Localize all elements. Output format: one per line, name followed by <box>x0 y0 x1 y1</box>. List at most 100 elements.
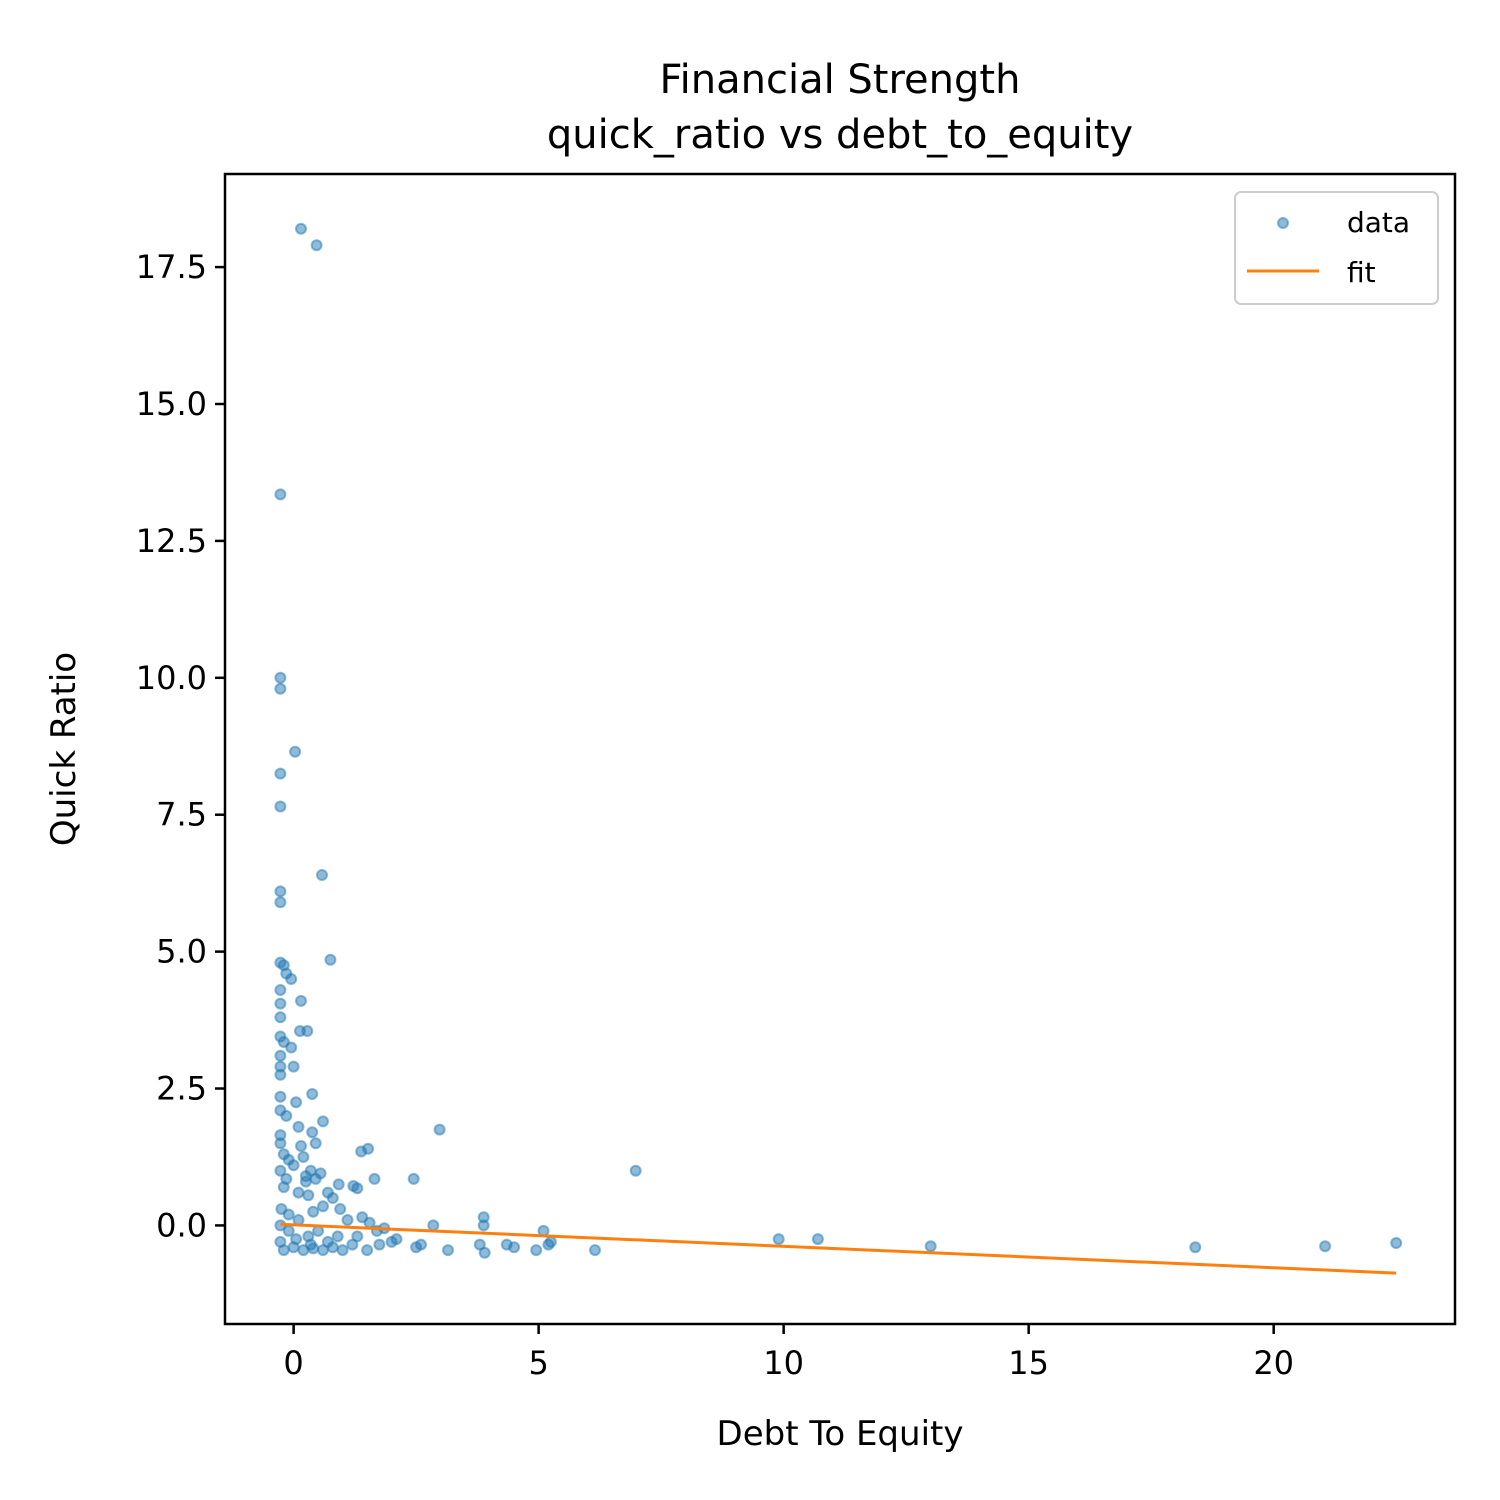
chart-subtitle: quick_ratio vs debt_to_equity <box>547 112 1133 158</box>
data-point <box>292 1186 305 1199</box>
data-point <box>274 1011 287 1024</box>
legend-data-marker <box>1277 217 1289 229</box>
data-point <box>309 1172 322 1185</box>
data-points <box>274 222 1403 1259</box>
data-point <box>326 1192 339 1204</box>
x-tick-label: 5 <box>528 1344 548 1382</box>
plot-area-frame <box>223 172 1457 1326</box>
data-point <box>478 1246 491 1259</box>
legend-fit-label: fit <box>1347 256 1376 289</box>
data-point <box>274 488 287 501</box>
data-point <box>304 1238 317 1251</box>
data-point <box>351 1182 364 1195</box>
data-point <box>285 973 298 985</box>
data-point <box>301 1025 314 1037</box>
data-point <box>1390 1237 1403 1249</box>
data-point <box>277 1148 290 1161</box>
data-point <box>306 1126 319 1139</box>
data-point <box>274 885 287 898</box>
data-point <box>274 984 287 996</box>
data-point <box>368 1172 381 1185</box>
fit-line <box>280 1222 1397 1275</box>
x-axis-label: Debt To Equity <box>717 1414 964 1454</box>
data-point <box>295 1140 307 1152</box>
data-point <box>290 1096 303 1109</box>
data-point <box>331 1230 344 1243</box>
data-point <box>317 1115 329 1128</box>
x-axis: 0 5 10 15 20 <box>283 1324 1294 1382</box>
y-tick-label: 7.5 <box>156 796 207 834</box>
data-point <box>442 1244 454 1257</box>
data-point <box>361 1244 374 1257</box>
data-point <box>274 671 287 684</box>
data-point <box>332 1178 345 1191</box>
data-point <box>307 1205 320 1218</box>
y-axis: 0.0 2.5 5.0 7.5 10.0 12.5 15.0 17.5 <box>136 248 225 1244</box>
y-tick-label: 12.5 <box>136 522 207 560</box>
y-tick-label: 15.0 <box>136 385 207 423</box>
x-tick-label: 15 <box>1008 1344 1049 1382</box>
x-tick-label: 0 <box>283 1344 303 1382</box>
chart-title: Financial Strength <box>660 57 1021 103</box>
data-point <box>407 1172 420 1185</box>
data-point <box>385 1235 398 1248</box>
data-point <box>282 1208 295 1221</box>
data-point <box>290 1233 303 1246</box>
data-point <box>1189 1241 1202 1254</box>
data-point <box>274 767 287 780</box>
data-point <box>309 1137 322 1150</box>
data-point <box>363 1216 376 1229</box>
data-point <box>274 682 287 695</box>
data-point <box>302 1189 315 1202</box>
fit-line-layer <box>280 1222 1397 1275</box>
y-tick-label: 17.5 <box>136 248 207 286</box>
data-point <box>274 1137 287 1150</box>
data-point <box>508 1241 521 1254</box>
data-point <box>297 1151 310 1163</box>
data-point <box>772 1233 785 1246</box>
data-point <box>341 1214 354 1226</box>
data-point <box>317 1200 329 1213</box>
data-point <box>589 1244 601 1257</box>
data-point <box>310 239 323 252</box>
data-point <box>274 1068 287 1081</box>
data-point <box>924 1240 937 1253</box>
data-point <box>289 745 302 758</box>
y-tick-label: 5.0 <box>156 933 207 971</box>
data-point <box>274 1049 287 1062</box>
y-tick-label: 0.0 <box>156 1206 207 1244</box>
data-point <box>433 1123 446 1136</box>
data-point <box>351 1230 364 1243</box>
data-point <box>299 1170 312 1183</box>
data-point <box>287 1060 300 1073</box>
data-point <box>277 1244 290 1257</box>
data-point <box>321 1235 334 1248</box>
data-point <box>544 1235 557 1248</box>
y-tick-label: 2.5 <box>156 1070 207 1108</box>
data-point <box>295 994 307 1007</box>
data-point <box>530 1244 543 1257</box>
data-point <box>280 1109 293 1122</box>
data-point <box>274 896 287 909</box>
data-point <box>811 1233 824 1246</box>
data-point <box>285 1041 298 1054</box>
data-point <box>477 1219 490 1232</box>
data-point <box>274 800 287 813</box>
data-point <box>373 1238 386 1251</box>
data-point <box>334 1203 347 1215</box>
x-tick-label: 10 <box>763 1344 804 1382</box>
data-point <box>274 997 287 1010</box>
data-point <box>362 1142 375 1155</box>
data-point <box>316 869 328 881</box>
data-point <box>274 1164 287 1177</box>
legend: data fit <box>1234 191 1439 305</box>
legend-data-label: data <box>1347 206 1410 239</box>
data-point <box>324 953 337 966</box>
data-point <box>292 1120 305 1133</box>
data-point <box>295 222 307 235</box>
y-tick-label: 10.0 <box>136 659 207 697</box>
data-point <box>287 1159 300 1172</box>
data-point <box>1319 1240 1332 1253</box>
data-point <box>629 1164 642 1177</box>
